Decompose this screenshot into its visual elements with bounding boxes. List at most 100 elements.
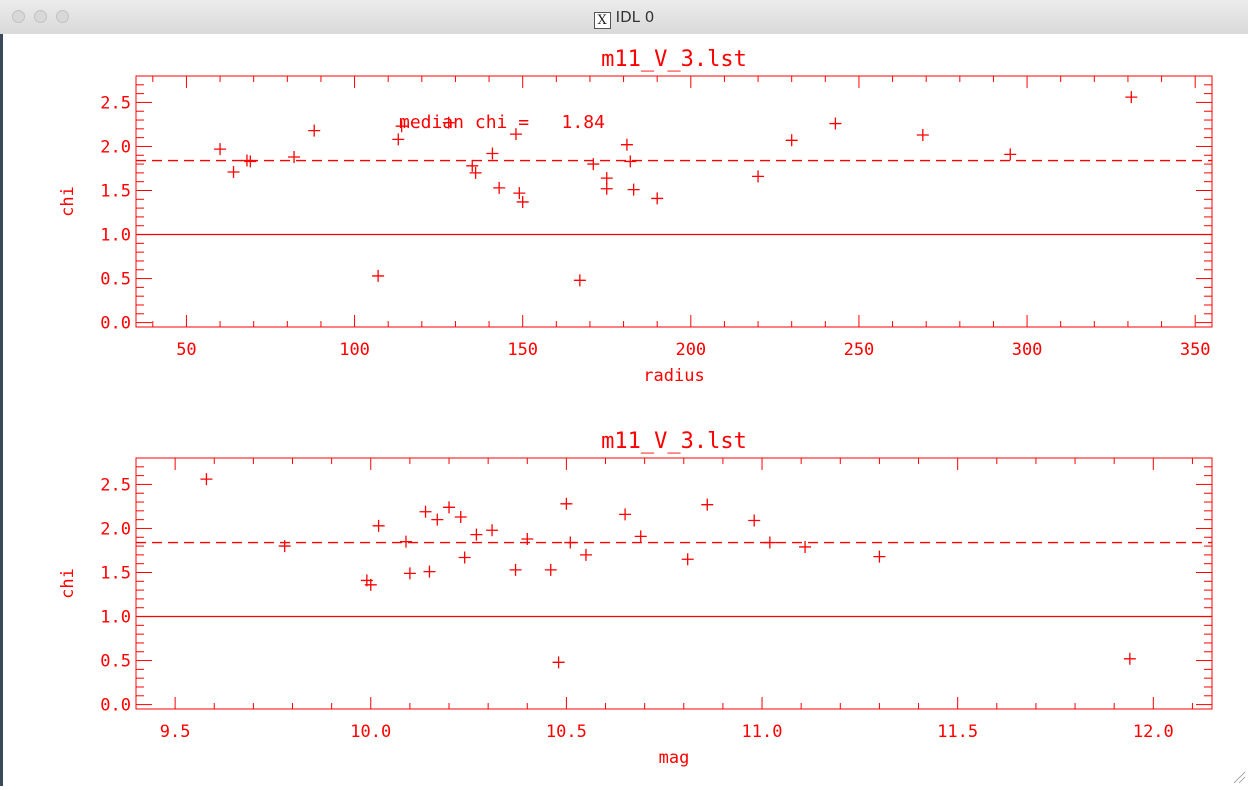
- data-point: [634, 530, 647, 543]
- x-tick-label: 250: [844, 340, 875, 360]
- chart-title: m11_V_3.lst: [601, 429, 747, 454]
- data-point: [278, 540, 291, 553]
- data-point: [624, 155, 637, 168]
- data-point: [873, 550, 886, 563]
- data-point: [829, 117, 842, 130]
- x-tick-label: 9.5: [160, 722, 191, 742]
- y-tick-label: 0.0: [100, 696, 131, 716]
- data-point: [200, 473, 213, 486]
- data-point: [544, 563, 557, 576]
- x-tick-label: 50: [176, 340, 196, 360]
- data-point: [308, 124, 321, 137]
- x-tick-label: 10.0: [350, 722, 391, 742]
- data-point: [627, 183, 640, 196]
- data-point: [600, 172, 613, 185]
- data-point: [214, 143, 227, 156]
- data-point: [752, 170, 765, 183]
- y-tick-label: 2.0: [100, 137, 131, 157]
- x-tick-label: 300: [1012, 340, 1043, 360]
- y-tick-label: 2.5: [100, 93, 131, 113]
- data-point: [493, 181, 506, 194]
- x-tick-label: 350: [1180, 340, 1211, 360]
- y-tick-label: 2.5: [100, 475, 131, 495]
- data-point: [579, 548, 592, 561]
- data-point: [454, 511, 467, 524]
- data-point: [701, 498, 714, 511]
- data-point: [364, 578, 377, 591]
- data-point: [785, 134, 798, 147]
- data-point: [244, 155, 257, 168]
- data-point: [509, 563, 522, 576]
- y-tick-label: 1.5: [100, 181, 131, 201]
- data-point: [552, 656, 565, 669]
- charts-svg: m11_V_3.lst 50 100 150 200 250 300 350 0.0 0.5 1.0…: [58, 47, 1213, 768]
- window-edge: [0, 34, 3, 786]
- window-title: IDL 0: [615, 8, 655, 26]
- x-tick-label: 150: [507, 340, 538, 360]
- data-point: [458, 551, 471, 564]
- plot-frame: [135, 75, 1213, 328]
- data-point: [470, 528, 483, 541]
- data-point: [486, 524, 499, 537]
- data-point: [392, 133, 405, 146]
- data-point: [466, 159, 479, 172]
- data-point: [419, 505, 432, 518]
- data-point: [509, 128, 522, 141]
- y-tick-label: 1.0: [100, 226, 131, 246]
- x-axis-label: radius: [643, 366, 704, 386]
- x11-icon: X: [593, 12, 611, 29]
- close-window-button[interactable]: [12, 10, 25, 23]
- data-point: [443, 501, 456, 514]
- data-point: [681, 553, 694, 566]
- y-axis-label: chi: [58, 186, 78, 217]
- data-point: [516, 195, 529, 208]
- data-point: [587, 158, 600, 171]
- data-point: [399, 535, 412, 548]
- y-axis-label: chi: [58, 568, 78, 599]
- data-point: [372, 269, 385, 282]
- y-tick-label: 1.0: [100, 608, 131, 628]
- y-tick-label: 2.0: [100, 519, 131, 539]
- data-point: [651, 192, 664, 205]
- resize-grip-icon[interactable]: [1232, 770, 1246, 784]
- data-point: [560, 497, 573, 510]
- data-point: [763, 536, 776, 549]
- data-point: [288, 151, 301, 164]
- data-point: [240, 154, 253, 167]
- median-annotation: median chi = 1.84: [399, 112, 605, 133]
- data-point: [372, 519, 385, 532]
- data-point: [748, 514, 761, 527]
- window-title-row: X IDL 0: [0, 8, 1248, 29]
- x-axis-label: mag: [659, 748, 690, 768]
- data-point: [423, 565, 436, 578]
- chart-title: m11_V_3.lst: [601, 47, 747, 72]
- chart-1: m11_V_3.lst 50 100 150 200 250 300 350 0.0 0.5 1.0…: [58, 47, 1213, 386]
- data-point: [1123, 652, 1136, 665]
- x-tick-label: 12.0: [1133, 722, 1174, 742]
- zoom-window-button[interactable]: [56, 10, 69, 23]
- chart-2: m11_V_3.lst 9.5 10.0 10.5 11.0 11.5 12.0 0.0 0.5…: [58, 429, 1213, 768]
- data-point: [521, 533, 534, 546]
- data-point: [513, 187, 526, 200]
- plot-frame: [135, 457, 1213, 710]
- data-point: [620, 138, 633, 151]
- data-point: [564, 536, 577, 549]
- data-point: [1125, 91, 1138, 104]
- minimize-window-button[interactable]: [34, 10, 47, 23]
- y-tick-label: 1.5: [100, 563, 131, 583]
- window-titlebar: X IDL 0: [0, 0, 1248, 35]
- data-point: [395, 120, 408, 133]
- y-tick-label: 0.5: [100, 270, 131, 290]
- data-point: [486, 147, 499, 160]
- data-point: [573, 274, 586, 287]
- x-tick-label: 200: [675, 340, 706, 360]
- data-point: [916, 129, 929, 142]
- x-tick-label: 11.5: [937, 722, 978, 742]
- data-point: [227, 165, 240, 178]
- data-point: [431, 513, 444, 526]
- data-point: [442, 116, 455, 129]
- y-tick-label: 0.5: [100, 652, 131, 672]
- x-tick-label: 10.5: [546, 722, 587, 742]
- data-point: [403, 567, 416, 580]
- data-point: [619, 508, 632, 521]
